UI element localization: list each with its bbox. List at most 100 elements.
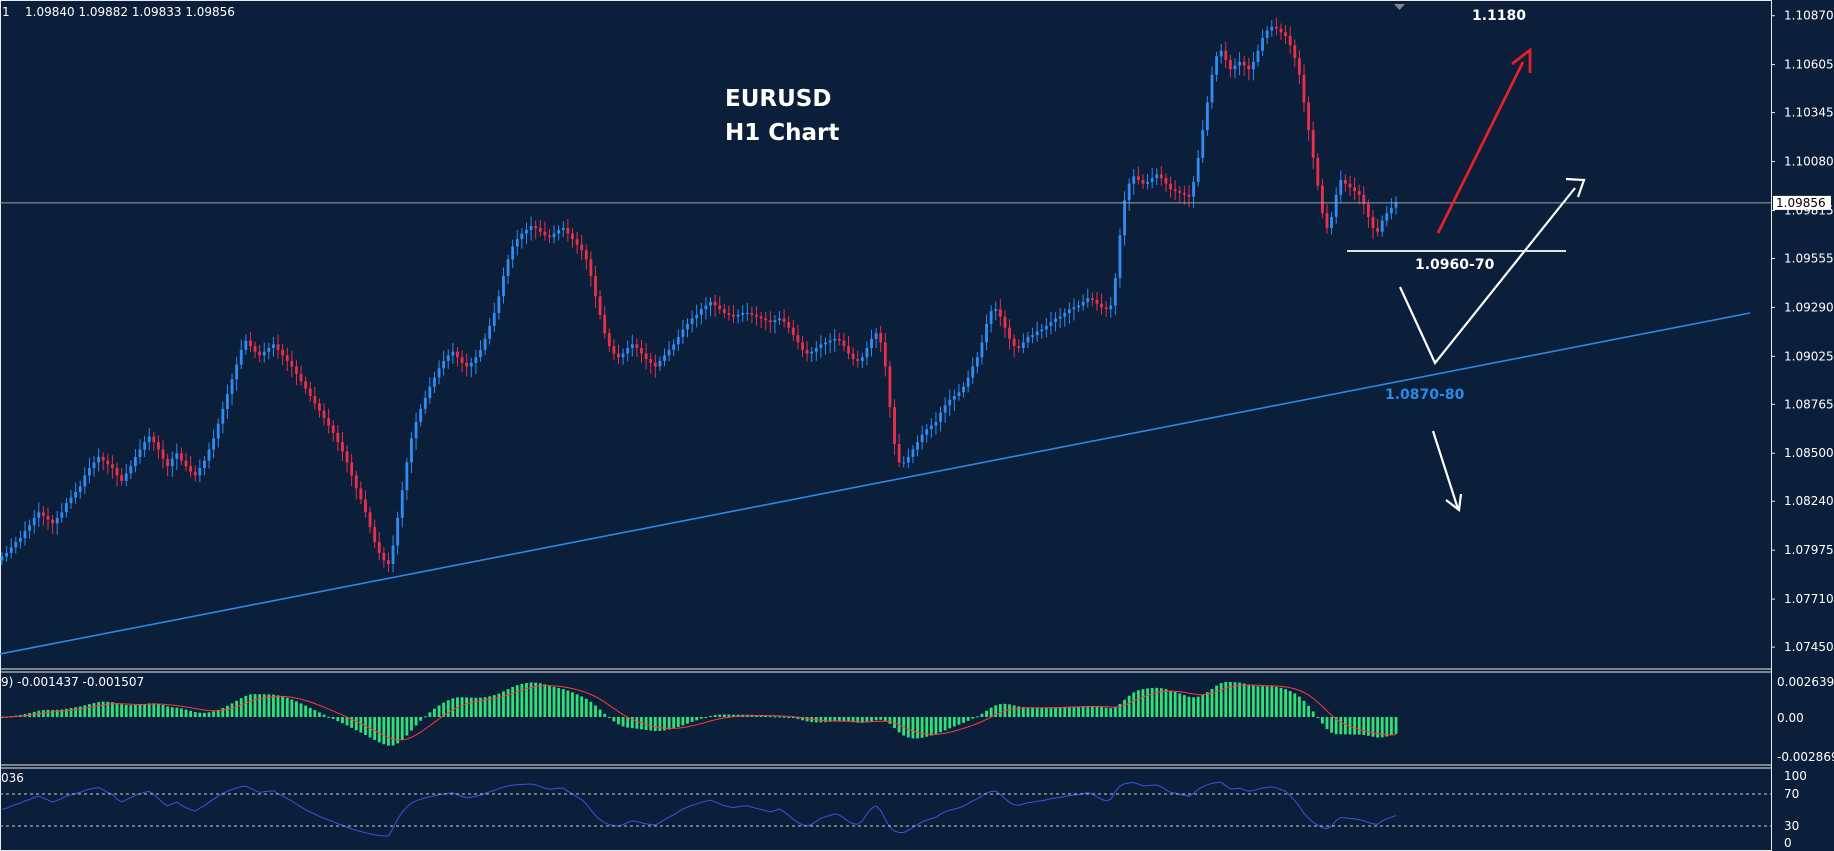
macd-bar-140 <box>644 717 648 730</box>
candle-body-192 <box>883 342 887 367</box>
candle-body-206 <box>948 399 952 406</box>
macd-bar-282 <box>1297 696 1301 717</box>
macd-bar-248 <box>1141 689 1145 717</box>
macd-bar-85 <box>391 717 395 746</box>
candle-body-75 <box>345 451 349 463</box>
macd-bar-193 <box>888 717 892 724</box>
macd-bar-179 <box>824 717 827 723</box>
candle-body-94 <box>433 377 436 387</box>
macd-bar-236 <box>1086 705 1090 717</box>
candle-body-288 <box>1325 213 1329 228</box>
macd-bar-242 <box>1113 707 1117 717</box>
macd-bar-185 <box>851 717 855 723</box>
candle-body-278 <box>1279 28 1283 33</box>
candle-body-203 <box>934 421 938 426</box>
candle-body-294 <box>1353 187 1357 192</box>
macd-bar-136 <box>626 717 630 728</box>
candle-body-103 <box>474 357 478 363</box>
candle-body-189 <box>870 338 873 348</box>
candle-body-217 <box>998 309 1002 317</box>
candle-body-92 <box>423 397 427 409</box>
candle-body-142 <box>653 362 657 367</box>
candle-body-81 <box>373 527 377 542</box>
macd-bar-97 <box>446 700 450 717</box>
candle-body-291 <box>1339 180 1343 195</box>
candle-body-98 <box>451 351 455 356</box>
candle-body-62 <box>285 355 289 361</box>
macd-bar-184 <box>847 717 850 722</box>
candle-body-7 <box>32 517 36 526</box>
macd-bar-148 <box>681 717 685 726</box>
price-tick-label-9: 1.08500 <box>1784 446 1834 460</box>
macd-bar-199 <box>916 717 919 739</box>
macd-bar-144 <box>663 717 666 731</box>
candle-body-111 <box>511 246 515 260</box>
candle-body-224 <box>1031 335 1034 337</box>
candle-body-144 <box>663 355 666 361</box>
candle-body-147 <box>676 336 680 345</box>
candle-body-214 <box>985 324 988 343</box>
macd-bar-187 <box>860 717 864 723</box>
macd-bar-91 <box>419 717 423 721</box>
macd-bar-196 <box>902 717 906 736</box>
macd-bar-191 <box>879 717 883 720</box>
price-tick-label-12: 1.07710 <box>1784 592 1834 606</box>
macd-bar-220 <box>1012 705 1016 717</box>
candle-body-76 <box>350 462 354 476</box>
macd-bar-157 <box>722 714 726 717</box>
macd-bar-98 <box>451 698 455 717</box>
rsi-tick-70: 70 <box>1784 787 1799 801</box>
macd-bar-19 <box>87 704 91 717</box>
candle-body-126 <box>580 244 584 251</box>
candle-body-211 <box>971 366 975 378</box>
candle-body-115 <box>529 226 533 230</box>
macd-bar-172 <box>791 717 795 719</box>
plot-frame <box>0 0 1772 851</box>
candle-body-121 <box>557 229 561 234</box>
macd-bar-165 <box>759 715 763 717</box>
macd-panel <box>0 681 1398 746</box>
candle-body-63 <box>290 360 294 367</box>
candle-body-182 <box>837 338 841 341</box>
candle-body-238 <box>1095 300 1099 304</box>
macd-bar-206 <box>948 717 952 729</box>
candle-body-215 <box>989 311 993 324</box>
candle-body-132 <box>607 333 611 347</box>
macd-bar-138 <box>635 717 639 729</box>
candle-body-256 <box>1178 191 1182 193</box>
macd-bar-265 <box>1219 683 1223 717</box>
candle-body-146 <box>672 344 676 350</box>
candle-body-51 <box>235 364 239 380</box>
candle-body-133 <box>612 346 616 354</box>
candle-body-32 <box>147 436 151 443</box>
white-down-arrow-shaft <box>1431 430 1460 510</box>
macd-bar-155 <box>713 715 717 717</box>
macd-bar-245 <box>1127 695 1131 717</box>
candle-body-166 <box>764 318 768 321</box>
candle-body-93 <box>428 386 432 398</box>
rsi-line <box>1 781 1397 837</box>
macd-bar-142 <box>653 717 657 732</box>
candle-body-153 <box>704 305 708 310</box>
candle-body-259 <box>1192 181 1195 197</box>
macd-bar-126 <box>580 696 584 717</box>
macd-bar-67 <box>308 707 312 717</box>
macd-bar-89 <box>410 717 413 731</box>
macd-bar-130 <box>598 709 602 717</box>
ohlc-readout: 1.09840 1.09882 1.09833 1.09856 <box>25 5 235 19</box>
macd-bar-114 <box>525 683 528 717</box>
macd-bar-59 <box>272 694 275 717</box>
candle-body-64 <box>295 366 298 374</box>
macd-bar-104 <box>479 697 482 717</box>
rsi-tick-0: 0 <box>1784 836 1792 850</box>
candle-body-82 <box>377 541 381 553</box>
macd-bar-224 <box>1031 707 1034 717</box>
macd-bar-80 <box>368 717 372 738</box>
macd-bar-250 <box>1150 688 1154 717</box>
macd-bar-22 <box>101 701 105 717</box>
macd-bar-298 <box>1371 717 1375 737</box>
candle-body-204 <box>939 412 942 422</box>
macd-bar-247 <box>1136 690 1140 717</box>
